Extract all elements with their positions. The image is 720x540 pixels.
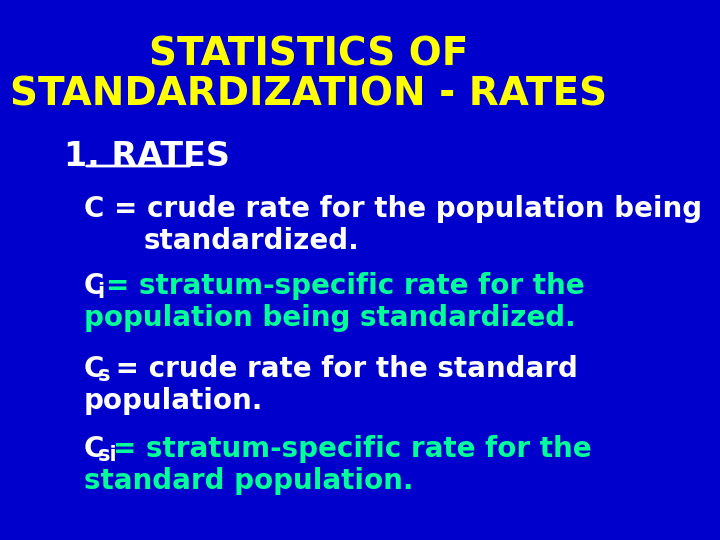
Text: = stratum-specific rate for the: = stratum-specific rate for the	[113, 435, 591, 463]
Text: population being standardized.: population being standardized.	[84, 304, 575, 332]
Text: i: i	[97, 282, 104, 302]
Text: population.: population.	[84, 387, 264, 415]
Text: C = crude rate for the population being: C = crude rate for the population being	[84, 195, 702, 223]
Text: C: C	[84, 272, 104, 300]
Text: C: C	[84, 435, 104, 463]
Text: 1. RATES: 1. RATES	[64, 140, 230, 173]
Text: standardized.: standardized.	[144, 227, 360, 255]
Text: si: si	[97, 445, 117, 465]
Text: s: s	[97, 365, 110, 385]
Text: = stratum-specific rate for the: = stratum-specific rate for the	[107, 272, 585, 300]
Text: C: C	[84, 355, 104, 383]
Text: standard population.: standard population.	[84, 467, 413, 495]
Text: STATISTICS OF: STATISTICS OF	[149, 35, 469, 73]
Text: STANDARDIZATION - RATES: STANDARDIZATION - RATES	[10, 75, 607, 113]
Text: = crude rate for the standard: = crude rate for the standard	[107, 355, 578, 383]
